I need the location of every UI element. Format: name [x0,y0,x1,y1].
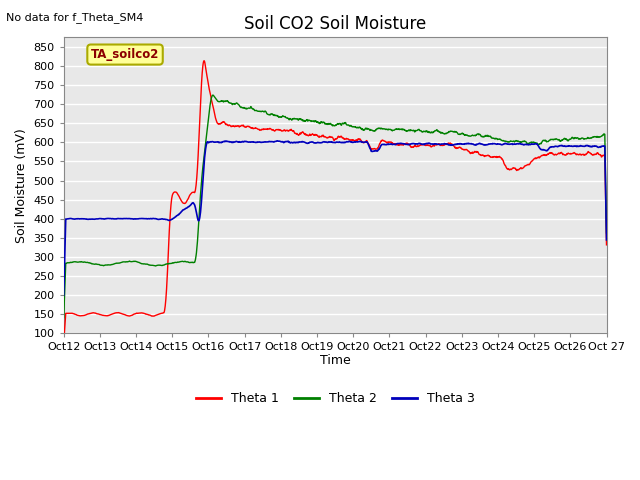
X-axis label: Time: Time [320,354,351,367]
Y-axis label: Soil Moisture (mV): Soil Moisture (mV) [15,128,28,243]
Text: TA_soilco2: TA_soilco2 [91,48,159,61]
Title: Soil CO2 Soil Moisture: Soil CO2 Soil Moisture [244,15,426,33]
Legend: Theta 1, Theta 2, Theta 3: Theta 1, Theta 2, Theta 3 [191,387,479,410]
Text: No data for f_Theta_SM4: No data for f_Theta_SM4 [6,12,144,23]
